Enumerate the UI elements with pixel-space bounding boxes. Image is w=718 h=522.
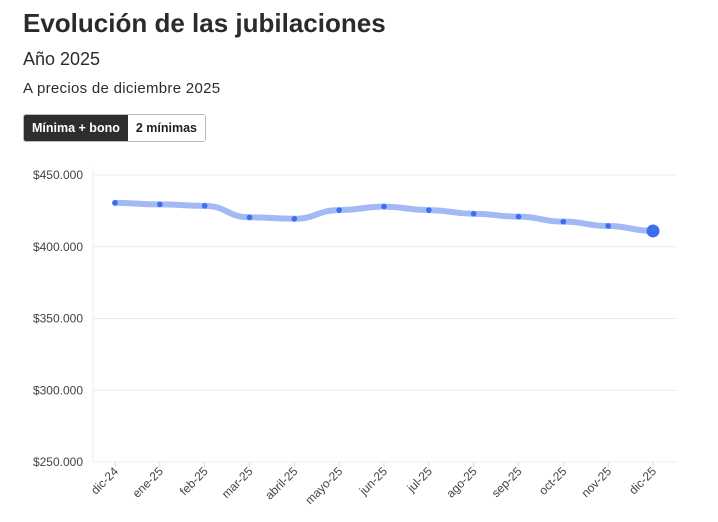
toggle-2-minimas[interactable]: 2 mínimas [127, 115, 205, 141]
x-tick-label: ene-25 [130, 464, 167, 501]
data-point [515, 213, 522, 220]
x-tick-label: mar-25 [219, 464, 256, 501]
series-toggle: Mínima + bono 2 mínimas [23, 114, 206, 142]
y-tick-label: $300.000 [33, 383, 83, 397]
x-tick-label: feb-25 [177, 464, 211, 498]
data-point [381, 203, 387, 210]
x-tick-label: dic-25 [626, 464, 659, 497]
x-tick-label: jun-25 [356, 464, 390, 498]
price-note: A precios de diciembre 2025 [23, 80, 221, 97]
y-tick-label: $400.000 [33, 240, 83, 254]
data-point [112, 200, 118, 206]
subtitle: Año 2025 [23, 49, 101, 69]
data-point [157, 201, 163, 208]
data-point [646, 224, 660, 238]
x-tick-label: sep-25 [489, 464, 525, 500]
x-tick-label: ago-25 [443, 464, 480, 501]
y-tick-label: $450.000 [33, 168, 83, 182]
data-point [470, 210, 477, 217]
data-point [246, 214, 253, 221]
data-point [560, 218, 567, 225]
x-tick-label: dic-24 [88, 464, 121, 497]
x-tick-label: abril-25 [262, 464, 300, 502]
x-tick-label: oct-25 [536, 464, 570, 498]
data-point [291, 215, 298, 222]
data-point [336, 207, 342, 213]
data-point [426, 207, 432, 213]
x-tick-label: mayo-25 [302, 464, 345, 507]
data-point [605, 223, 611, 229]
toggle-minima-bono[interactable]: Mínima + bono [24, 115, 128, 141]
y-tick-label: $350.000 [33, 312, 83, 326]
x-tick-label: jul-25 [404, 464, 436, 496]
data-point [201, 203, 208, 209]
y-tick-label: $250.000 [33, 455, 83, 469]
page-title: Evolución de las jubilaciones [23, 8, 386, 38]
x-tick-label: nov-25 [578, 464, 614, 500]
